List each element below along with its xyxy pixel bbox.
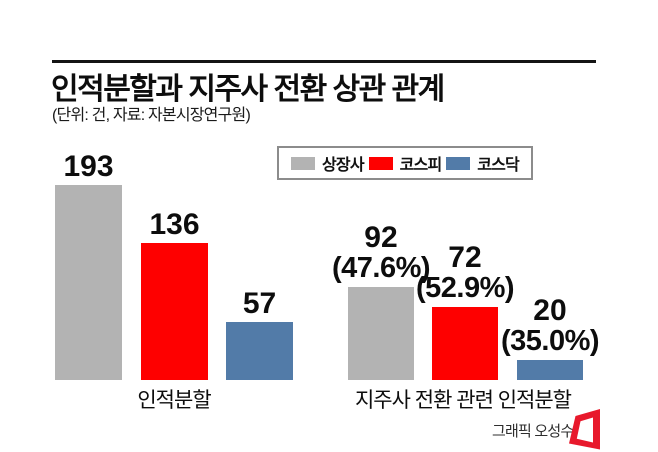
value-label-kosdaq-group1: 57 bbox=[243, 288, 276, 319]
value-number: 72 bbox=[448, 241, 482, 274]
category-label-group2: 지주사 전환 관련 인적분할 bbox=[354, 389, 572, 412]
value-number: 57 bbox=[242, 287, 277, 320]
legend-label: 코스피 bbox=[399, 157, 443, 174]
bar-kosdaq-group1 bbox=[226, 322, 293, 380]
value-percent: (52.9%) bbox=[415, 272, 515, 304]
bar-kospi-group1 bbox=[141, 243, 208, 380]
value-number: 92 bbox=[364, 221, 398, 254]
legend-swatch-gray bbox=[291, 156, 315, 170]
legend-item-listed-companies: 상장사 bbox=[291, 151, 365, 175]
top-rule bbox=[52, 60, 596, 63]
value-percent: (47.6%) bbox=[331, 252, 431, 284]
legend-label: 코스닥 bbox=[477, 157, 520, 174]
legend-swatch-red bbox=[368, 156, 393, 170]
value-label-kospi-group1: 136 bbox=[149, 209, 199, 240]
value-number: 193 bbox=[63, 150, 114, 183]
legend-label: 상장사 bbox=[322, 157, 365, 174]
bar-listed-companies-group1 bbox=[55, 185, 122, 380]
chart-legend: 상장사 코스피 코스닥 bbox=[277, 146, 533, 180]
value-label-listed-companies-group1: 193 bbox=[63, 151, 113, 182]
asia-economy-logo-icon bbox=[569, 409, 600, 450]
category-label-group1: 인적분할 bbox=[137, 389, 211, 412]
bar-listed-companies-group2 bbox=[348, 287, 414, 380]
value-label-kosdaq-group2: 20 (35.0%) bbox=[500, 294, 600, 357]
page-title: 인적분할과 지주사 전환 상관 관계 bbox=[51, 73, 445, 106]
legend-item-kosdaq: 코스닥 bbox=[446, 151, 520, 175]
credit-text: 그래픽 오성수 bbox=[492, 423, 574, 440]
value-label-listed-companies-group2: 92 (47.6%) bbox=[331, 221, 431, 284]
value-percent: (35.0%) bbox=[500, 325, 600, 357]
bar-kospi-group2 bbox=[432, 307, 498, 380]
legend-item-kospi: 코스피 bbox=[368, 151, 443, 175]
bar-kosdaq-group2 bbox=[517, 360, 583, 380]
legend-swatch-blue bbox=[446, 156, 471, 170]
value-label-kospi-group2: 72 (52.9%) bbox=[415, 241, 515, 304]
value-number: 136 bbox=[149, 208, 200, 241]
value-number: 20 bbox=[533, 294, 567, 327]
unit-source-note: (단위: 건, 자료: 자본시장연구원) bbox=[52, 107, 251, 124]
logo-shape bbox=[569, 409, 600, 450]
